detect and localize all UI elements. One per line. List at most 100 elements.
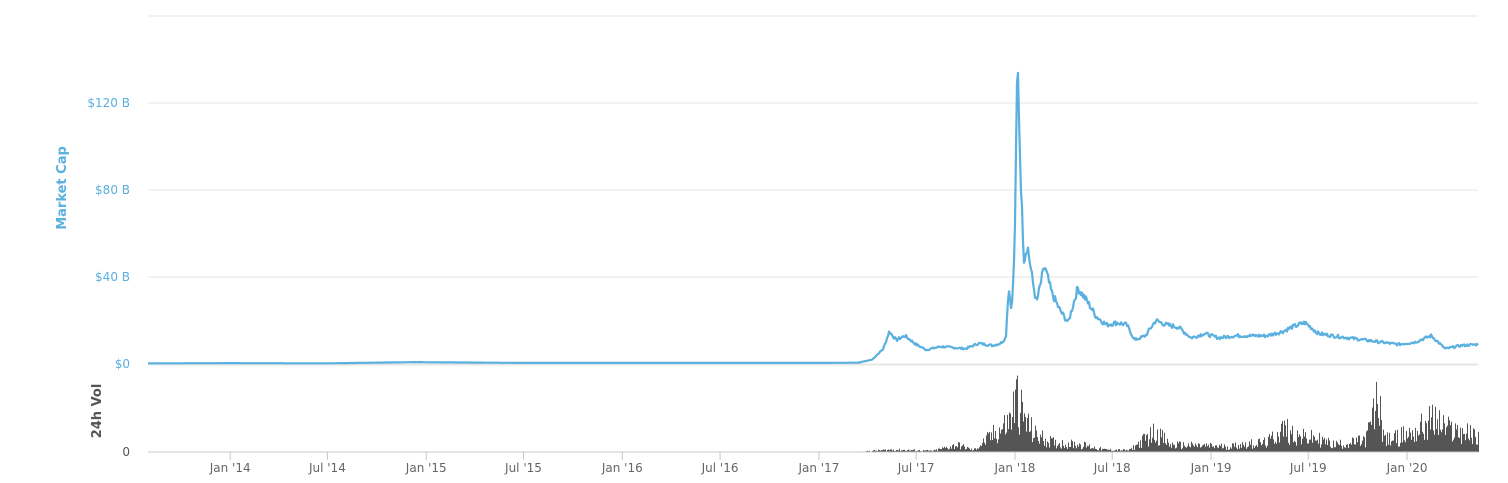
volume-bar — [938, 448, 939, 452]
volume-bar — [1280, 431, 1281, 452]
volume-bar — [1174, 445, 1175, 452]
volume-bar — [1234, 446, 1235, 452]
volume-bar — [1406, 430, 1407, 452]
volume-bar — [1006, 432, 1007, 452]
volume-bar — [1186, 447, 1187, 452]
volume-bar — [1314, 436, 1315, 452]
volume-bar — [1362, 440, 1363, 452]
volume-bar — [1069, 446, 1070, 452]
volume-bar — [907, 450, 908, 452]
volume-bar — [1051, 438, 1052, 452]
volume-bar — [1415, 427, 1416, 452]
volume-bar — [1181, 449, 1182, 452]
volume-bar — [1276, 443, 1277, 452]
volume-bar — [1365, 447, 1366, 452]
volume-bar — [1368, 422, 1369, 452]
volume-bar — [999, 427, 1000, 452]
volume-bar — [1150, 427, 1151, 452]
volume-bar — [904, 449, 905, 452]
volume-bar — [1403, 426, 1404, 452]
volume-bar — [1397, 429, 1398, 452]
volume-bar — [1287, 418, 1288, 452]
volume-bar — [1268, 436, 1269, 452]
volume-bar — [1088, 446, 1089, 452]
volume-bar — [1231, 448, 1232, 452]
volume-bar — [1043, 440, 1044, 452]
volume-bar — [970, 450, 971, 452]
volume-bar — [1081, 449, 1082, 452]
volume-bar — [1448, 416, 1449, 452]
volume-bar — [1263, 440, 1264, 452]
volume-bar — [1390, 445, 1391, 452]
volume-bar — [952, 445, 953, 452]
volume-bar — [1148, 446, 1149, 452]
volume-bar — [1068, 442, 1069, 452]
volume-bar — [968, 447, 969, 452]
volume-bar — [1229, 449, 1230, 452]
volume-bar — [1328, 437, 1329, 452]
volume-bar — [1066, 447, 1067, 452]
volume-bar — [902, 450, 903, 452]
volume-bar — [1105, 448, 1106, 452]
volume-bar — [1048, 442, 1049, 452]
volume-bar — [1342, 448, 1343, 452]
volume-bar — [1201, 446, 1202, 452]
volume-bar — [1164, 432, 1165, 452]
volume-bar — [1356, 437, 1357, 452]
volume-bar — [1167, 438, 1168, 452]
volume-bar — [928, 450, 929, 452]
volume-bar — [1129, 449, 1130, 452]
volume-bar — [1135, 445, 1136, 452]
volume-bar — [1452, 441, 1453, 452]
volume-bar — [923, 449, 924, 452]
volume-bar — [1278, 436, 1279, 452]
volume-bar — [1117, 450, 1118, 452]
volume-bar — [937, 450, 938, 452]
volume-bar — [1058, 444, 1059, 452]
volume-bar — [1301, 444, 1302, 452]
volume-bar — [1057, 445, 1058, 452]
volume-bar — [1325, 444, 1326, 452]
volume-bar — [911, 450, 912, 452]
volume-bar — [1327, 444, 1328, 452]
volume-bar — [1453, 439, 1454, 452]
volume-bar — [917, 450, 918, 452]
volume-bar — [1464, 434, 1465, 452]
volume-bar — [872, 450, 873, 452]
volume-bar — [1054, 445, 1055, 452]
volume-bar — [955, 446, 956, 452]
volume-bar — [1075, 445, 1076, 452]
volume-bar — [873, 450, 874, 452]
volume-bar — [965, 449, 966, 452]
volume-axis-title: 24h Vol — [90, 384, 105, 439]
volume-bar — [1007, 414, 1008, 452]
volume-bar — [958, 442, 959, 452]
volume-bar — [1149, 439, 1150, 452]
volume-bar — [1272, 431, 1273, 452]
market-cap-line — [147, 71, 1479, 365]
volume-bar — [1352, 437, 1353, 452]
volume-bar — [875, 450, 876, 452]
volume-bar — [1173, 444, 1174, 452]
volume-bar — [1340, 439, 1341, 452]
volume-bar — [1440, 429, 1441, 452]
volume-bar — [1108, 449, 1109, 452]
volume-bar — [1071, 439, 1072, 452]
volume-bar — [1023, 421, 1024, 452]
volume-bar — [1438, 434, 1439, 452]
volume-bar — [1354, 444, 1355, 452]
volume-bar — [940, 448, 941, 452]
volume-bar — [1311, 429, 1312, 452]
volume-bar — [891, 449, 892, 452]
volume-bar — [1040, 434, 1041, 452]
volume-bar — [1017, 375, 1018, 452]
volume-bar — [1284, 420, 1285, 452]
volume-bar — [1427, 439, 1428, 452]
volume-bar — [1411, 439, 1412, 452]
volume-bar — [948, 449, 949, 452]
volume-bar — [985, 444, 986, 452]
volume-bar — [1306, 438, 1307, 452]
volume-bar — [1092, 448, 1093, 452]
volume-bar — [1346, 444, 1347, 452]
volume-bar — [929, 450, 930, 452]
